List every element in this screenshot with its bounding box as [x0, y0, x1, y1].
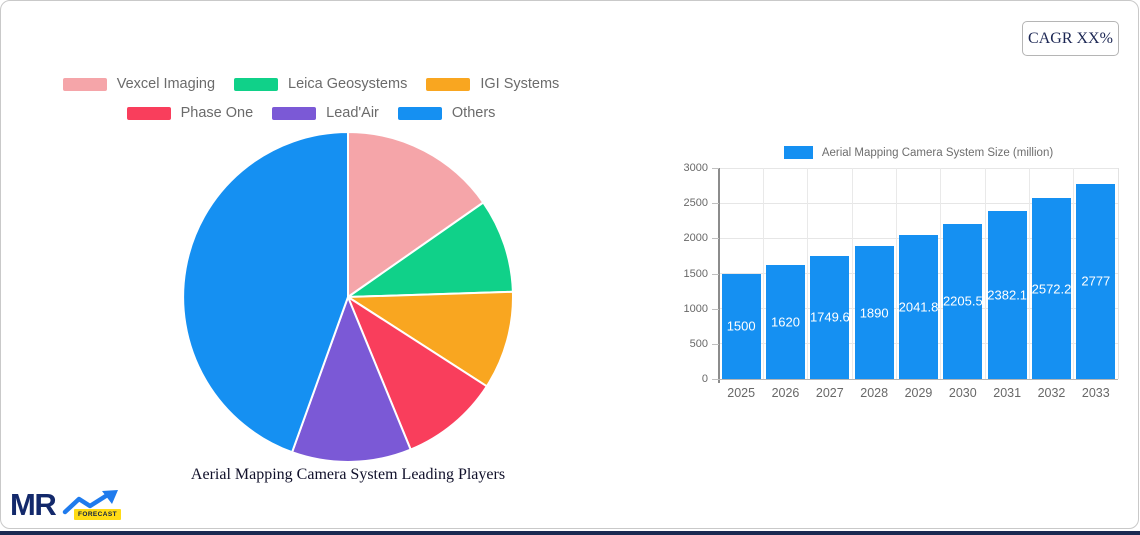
pie-legend-row: Vexcel Imaging Leica Geosystems IGI System…: [31, 76, 591, 92]
legend-label: Leica Geosystems: [288, 76, 408, 92]
legend-label: Lead'Air: [326, 105, 379, 121]
y-axis-tick: [712, 203, 719, 205]
bottom-navy-strip: [0, 531, 1140, 535]
bar-value-label: 2205.5: [942, 293, 983, 309]
pie-slice-vexcel-imaging[interactable]: [347, 131, 485, 298]
bar-legend-swatch: [783, 146, 813, 159]
gridline: [984, 168, 986, 379]
bar-2029[interactable]: 2041.8: [899, 235, 938, 379]
y-axis-tick: [712, 308, 719, 310]
pie-slice-phase-one[interactable]: [347, 296, 488, 451]
y-axis-tick: [712, 273, 719, 275]
pie-chart: [181, 130, 515, 464]
bar-value-label: 1749.6: [809, 309, 850, 325]
pie-slice-leica-geosystems[interactable]: [347, 201, 514, 298]
bar-2028[interactable]: 1890: [854, 246, 894, 379]
y-axis-tick: [712, 343, 719, 345]
y-axis-tick: [712, 238, 719, 240]
gridline: [940, 168, 942, 379]
cagr-badge: CAGR XX%: [1022, 21, 1119, 56]
gridline: [762, 168, 764, 379]
mr-forecast-logo: MR FORECAST: [10, 489, 135, 527]
x-tick-label: 2026: [771, 386, 800, 400]
logo-forecast-badge: FORECAST: [74, 509, 121, 520]
x-axis-line: [719, 379, 1118, 380]
legend-label: Vexcel Imaging: [116, 76, 216, 92]
bar-2033[interactable]: 2777: [1076, 183, 1116, 379]
bar-value-label: 2382.1: [987, 287, 1028, 303]
bar-2025[interactable]: 1500: [721, 273, 761, 379]
bar-value-label: 1500: [726, 318, 756, 334]
bar-value-label: 2572.2: [1031, 281, 1072, 297]
y-axis-line: [718, 168, 720, 383]
bar-2026[interactable]: 1620: [766, 265, 805, 379]
legend-swatch: [126, 106, 171, 120]
gridline: [1073, 168, 1075, 379]
x-tick-label: 2027: [815, 386, 844, 400]
x-tick-label: 2033: [1081, 386, 1110, 400]
y-axis-tick: [712, 168, 719, 169]
pie-slice-others[interactable]: [182, 131, 349, 454]
pie-chart-title: Aerial Mapping Camera System Leading Pla…: [190, 466, 506, 483]
y-axis-tick: [712, 379, 719, 380]
gridline: [719, 202, 1118, 204]
bar-2032[interactable]: 2572.2: [1032, 198, 1071, 379]
y-tick-label: 3000: [683, 162, 708, 174]
y-tick-label: 1000: [683, 302, 708, 315]
legend-label: IGI Systems: [480, 76, 560, 92]
pie-slice-lead-air[interactable]: [291, 296, 412, 463]
x-tick-label: 2029: [904, 386, 933, 400]
x-tick-label: 2028: [860, 386, 889, 400]
y-tick-label: 2500: [683, 197, 708, 210]
pie-legend-row: Phase One Lead'Air Others: [31, 105, 591, 121]
legend-swatch: [426, 77, 471, 91]
cagr-label: CAGR XX%: [1028, 29, 1113, 47]
y-tick-label: 500: [689, 337, 708, 350]
gridline: [1028, 168, 1030, 379]
legend-label: Others: [451, 105, 496, 121]
legend-item-others[interactable]: Others: [397, 105, 496, 121]
x-tick-label: 2030: [948, 386, 977, 400]
legend-label: Phase One: [180, 105, 254, 121]
legend-item-lead-air[interactable]: Lead'Air: [272, 105, 379, 121]
y-tick-label: 0: [701, 373, 708, 385]
bar-2027[interactable]: 1749.6: [809, 255, 850, 379]
legend-item-vexcel-imaging[interactable]: Vexcel Imaging: [62, 76, 216, 92]
bar-value-label: 2041.8: [898, 299, 939, 315]
legend-swatch: [272, 106, 317, 120]
legend-item-leica-geosystems[interactable]: Leica Geosystems: [234, 76, 407, 92]
logo-mr-text: MR: [10, 487, 57, 522]
x-tick-label: 2031: [993, 386, 1022, 400]
gridline: [719, 167, 1118, 169]
bar-legend-label: Aerial Mapping Camera System Size (milli…: [821, 146, 1054, 159]
bar-2030[interactable]: 2205.5: [942, 223, 983, 379]
x-tick-label: 2025: [727, 386, 756, 400]
legend-swatch: [62, 77, 107, 91]
y-tick-label: 1500: [683, 267, 708, 280]
legend-swatch: [234, 77, 279, 91]
bar-2031[interactable]: 2382.1: [987, 211, 1028, 379]
gridline: [851, 168, 853, 379]
pie-legend: Vexcel Imaging Leica Geosystems IGI System…: [31, 76, 591, 121]
bar-value-label: 1620: [771, 314, 800, 330]
bar-value-label: 1890: [859, 305, 889, 321]
legend-swatch: [397, 106, 442, 120]
x-tick-label: 2032: [1037, 386, 1066, 400]
gridline: [895, 168, 897, 379]
legend-item-phase-one[interactable]: Phase One: [126, 105, 254, 121]
bar-chart-plot: 1500 1620 1749.6 1890 2041.8 2205.5 2382.1 2572…: [718, 167, 1119, 383]
gridline: [807, 168, 809, 379]
trend-arrow-icon: [62, 490, 118, 515]
bar-value-label: 2777: [1081, 273, 1111, 289]
pie-slice-igi-systems[interactable]: [347, 290, 514, 388]
legend-item-igi-systems[interactable]: IGI Systems: [426, 76, 559, 92]
bar-legend-item[interactable]: Aerial Mapping Camera System Size (milli…: [719, 146, 1118, 159]
y-tick-label: 2000: [683, 232, 708, 245]
